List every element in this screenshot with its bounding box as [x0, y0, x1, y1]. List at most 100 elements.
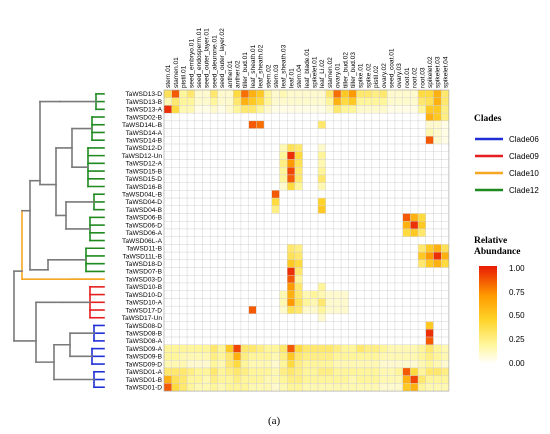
heatmap-cell	[256, 159, 265, 168]
heatmap-cell	[256, 190, 265, 199]
heatmap-cell	[233, 244, 242, 253]
heatmap-cell	[364, 244, 373, 253]
heatmap-cell	[371, 259, 380, 268]
heatmap-cell	[179, 136, 188, 145]
heatmap-cell	[202, 136, 211, 145]
heatmap-cell	[179, 236, 188, 245]
heatmap-cell	[209, 236, 219, 245]
heatmap-cell	[371, 205, 380, 214]
heatmap-cell	[263, 282, 273, 291]
heatmap-cell	[325, 321, 334, 330]
heatmap-cell	[417, 290, 427, 299]
heatmap-cell	[333, 128, 342, 137]
heatmap-cell	[317, 290, 326, 299]
heatmap-cell	[240, 182, 249, 191]
heatmap-cell	[364, 112, 373, 122]
heatmap-cell	[287, 244, 296, 253]
heatmap-cell	[209, 112, 219, 122]
heatmap-cell	[186, 89, 196, 98]
heatmap-cell	[271, 352, 280, 361]
heatmap-cell	[294, 190, 303, 199]
heatmap-cell	[348, 166, 357, 176]
heatmap-cell	[348, 128, 357, 137]
heatmap-cell	[294, 151, 303, 160]
heatmap-cell	[394, 128, 403, 137]
heatmap-cell	[263, 298, 273, 307]
heatmap-cell	[387, 112, 396, 122]
heatmap-cell	[179, 105, 188, 114]
heatmap-cell	[248, 136, 257, 145]
heatmap-cell	[371, 105, 380, 114]
heatmap-cells	[163, 89, 450, 392]
heatmap-cell	[279, 136, 288, 145]
heatmap-cell	[348, 236, 357, 245]
heatmap-cell	[171, 120, 180, 129]
heatmap-cell	[225, 120, 234, 129]
heatmap-cell	[325, 298, 334, 307]
heatmap-cell	[417, 383, 427, 392]
heatmap-cell	[202, 251, 211, 261]
heatmap-cell	[387, 105, 396, 114]
heatmap-cell	[194, 197, 203, 207]
heatmap-cell	[171, 236, 180, 245]
heatmap-cell	[387, 251, 396, 261]
heatmap-cell	[202, 298, 211, 307]
heatmap-cell	[179, 197, 188, 207]
heatmap-cell	[317, 190, 326, 199]
heatmap-cell	[248, 197, 257, 207]
heatmap-cell	[263, 236, 273, 245]
heatmap-cell	[394, 259, 403, 268]
heatmap-cell	[302, 174, 311, 183]
heatmap-cell	[202, 205, 211, 214]
heatmap-cell	[340, 267, 350, 276]
heatmap-cell	[371, 143, 380, 152]
heatmap-cell	[194, 228, 203, 237]
heatmap-cell	[225, 89, 234, 98]
heatmap-cell	[394, 190, 403, 199]
heatmap-cell	[425, 105, 434, 114]
heatmap-cell	[340, 112, 350, 122]
heatmap-cell	[217, 213, 226, 222]
heatmap-cell	[410, 275, 419, 284]
heatmap-cell	[356, 383, 365, 392]
heatmap-cell	[364, 197, 373, 207]
heatmap-cell	[333, 329, 342, 338]
heatmap-cell	[310, 344, 319, 353]
heatmap-cell	[387, 89, 396, 98]
heatmap-cell	[233, 128, 242, 137]
heatmap-cell	[317, 197, 326, 207]
heatmap-cell	[317, 236, 326, 245]
heatmap-cell	[240, 244, 249, 253]
heatmap-cell	[371, 166, 380, 176]
heatmap-cell	[425, 205, 434, 214]
heatmap-cell	[356, 344, 365, 353]
heatmap-cell	[379, 282, 388, 291]
heatmap-cell	[340, 159, 350, 168]
heatmap-cell	[248, 298, 257, 307]
heatmap-cell	[209, 329, 219, 338]
heatmap-cell	[194, 298, 203, 307]
heatmap-cell	[171, 166, 180, 176]
heatmap-cell	[240, 143, 249, 152]
heatmap-cell	[186, 228, 196, 237]
heatmap-cell	[186, 190, 196, 199]
heatmap-cell	[364, 205, 373, 214]
heatmap-cell	[279, 89, 288, 98]
heatmap-cell	[248, 205, 257, 214]
heatmap-cell	[217, 105, 226, 114]
heatmap-cell	[209, 367, 219, 376]
heatmap-cell	[402, 159, 411, 168]
heatmap-cell	[194, 275, 203, 284]
row-label: TaWSD18-D	[125, 261, 162, 268]
heatmap-cell	[394, 120, 403, 129]
heatmap-cell	[209, 221, 219, 230]
heatmap-cell	[410, 282, 419, 291]
heatmap-cell	[202, 329, 211, 338]
heatmap-cell	[248, 221, 257, 230]
heatmap-cell	[225, 251, 234, 261]
heatmap-cell	[248, 383, 257, 392]
heatmap-cell	[402, 329, 411, 338]
heatmap-cell	[387, 321, 396, 330]
heatmap-cell	[163, 290, 172, 299]
heatmap-cell	[240, 190, 249, 199]
